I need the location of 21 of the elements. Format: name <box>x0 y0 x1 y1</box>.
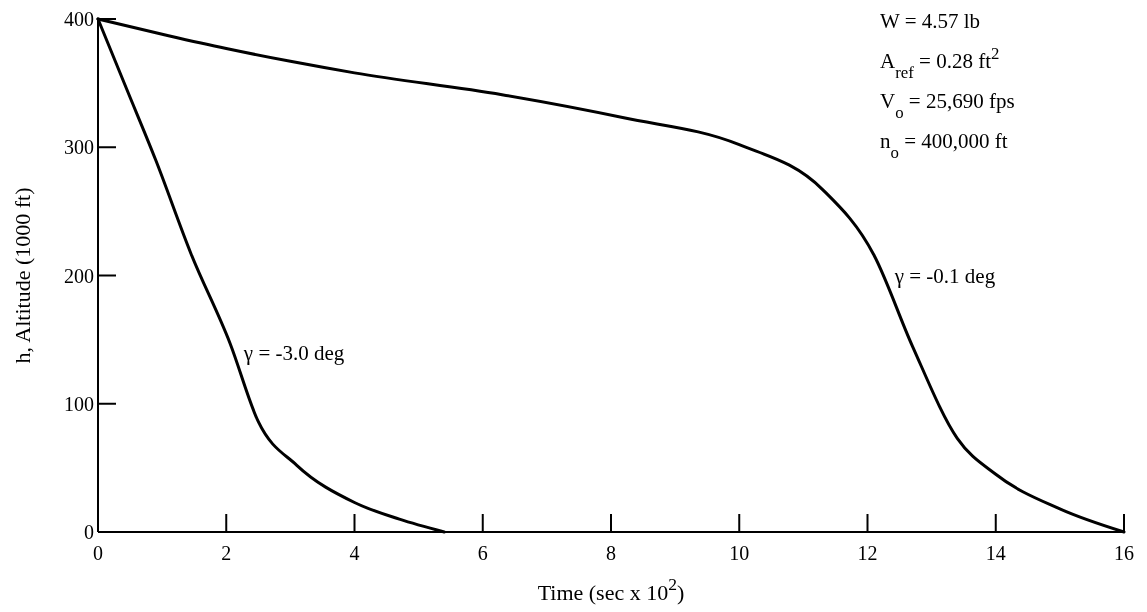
x-tick-label: 16 <box>1114 542 1134 564</box>
y-tick-label: 400 <box>64 8 94 30</box>
y-tick-label: 200 <box>64 264 94 287</box>
x-tick-label: 4 <box>349 542 360 564</box>
y-axis-title: h, Altitude (1000 ft) <box>10 187 35 364</box>
x-tick-label: 6 <box>477 542 488 564</box>
y-tick-label: 0 <box>84 521 94 543</box>
annotation: γ = -0.1 deg <box>893 263 996 288</box>
x-tick-label: 10 <box>729 542 750 564</box>
x-tick-label: 14 <box>985 542 1006 564</box>
x-tick-label: 2 <box>221 542 232 564</box>
annotation: V$_{o}$ = 25,690 fps <box>880 89 1015 122</box>
annotation: n$_{o}$ = 400,000 ft <box>880 129 1008 162</box>
annotation: γ = -3.0 deg <box>242 340 345 365</box>
x-tick-label: 8 <box>606 542 616 564</box>
annotation: A$_{ref}$ = 0.28 ft$^{2}$ <box>880 43 1000 82</box>
y-tick-label: 100 <box>64 392 94 415</box>
y-tick-label: 300 <box>64 136 94 159</box>
x-tick-label: 12 <box>857 542 878 564</box>
annotation: W = 4.57 lb <box>880 9 981 33</box>
x-axis-title: Time (sec x 10$^{2}$) <box>537 574 685 605</box>
